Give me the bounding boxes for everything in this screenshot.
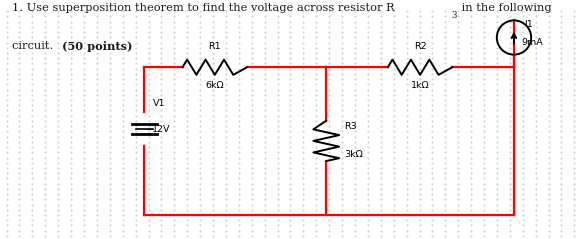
- Text: 12V: 12V: [152, 125, 170, 134]
- Text: 3kΩ: 3kΩ: [344, 150, 363, 159]
- Text: (50 points): (50 points): [62, 41, 133, 52]
- Text: 1. Use superposition theorem to find the voltage across resistor R: 1. Use superposition theorem to find the…: [12, 3, 395, 13]
- Text: R3: R3: [344, 122, 356, 131]
- Text: 1kΩ: 1kΩ: [411, 81, 429, 91]
- Text: 6kΩ: 6kΩ: [205, 81, 224, 91]
- Text: I1: I1: [524, 20, 533, 29]
- Text: 9mA: 9mA: [521, 38, 543, 47]
- Text: R2: R2: [414, 42, 426, 51]
- Text: R1: R1: [209, 42, 221, 51]
- Text: in the following: in the following: [457, 3, 552, 13]
- Text: circuit.: circuit.: [12, 41, 57, 51]
- Text: 3: 3: [452, 11, 457, 20]
- Text: −: −: [146, 125, 154, 134]
- Text: V1: V1: [153, 99, 166, 108]
